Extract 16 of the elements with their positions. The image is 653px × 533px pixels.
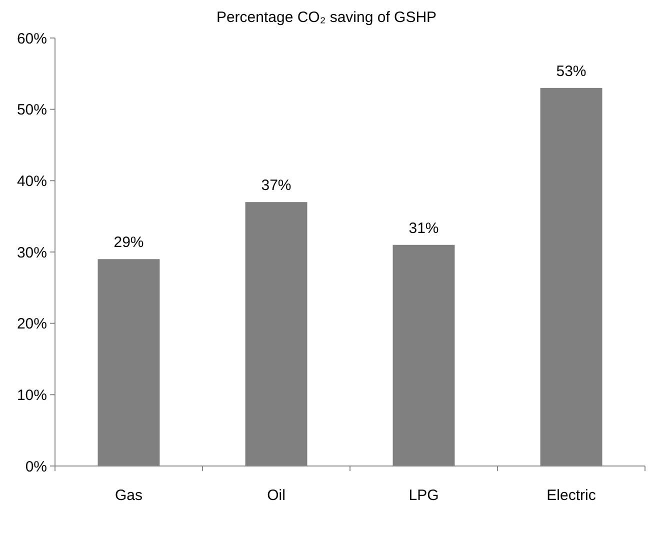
data-label: 29%	[114, 234, 144, 252]
y-tick-label: 60%	[16, 30, 47, 48]
y-tick-label: 30%	[16, 244, 47, 262]
y-tick-label: 50%	[16, 102, 47, 119]
data-label: 53%	[556, 62, 586, 80]
chart-title: Percentage CO₂ saving of GSHP	[216, 9, 437, 26]
y-tick-label: 10%	[16, 386, 47, 404]
data-label: 31%	[408, 220, 439, 237]
y-tick-label: 40%	[16, 172, 47, 190]
x-tick-label: LPG	[408, 487, 439, 504]
data-label: 37%	[261, 177, 292, 194]
y-tick-label: 20%	[16, 316, 47, 333]
x-tick-label: Electric	[546, 487, 596, 504]
x-tick-label: Oil	[267, 487, 286, 504]
y-tick-label: 0%	[25, 458, 47, 476]
x-tick-label: Gas	[114, 487, 143, 504]
